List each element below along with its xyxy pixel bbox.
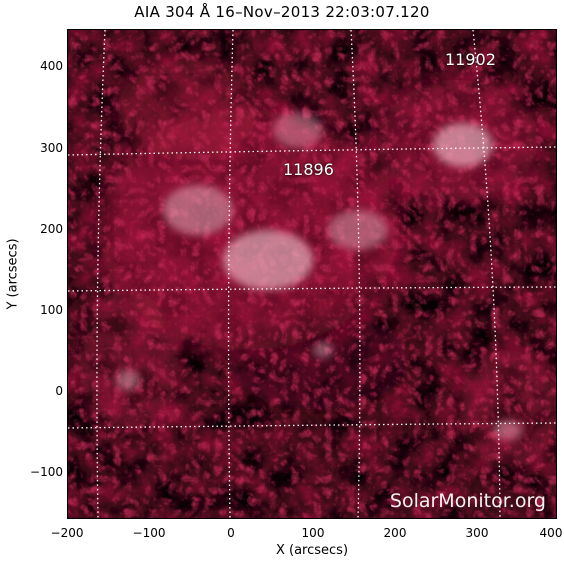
latitude-line xyxy=(68,422,556,429)
x-tick-label: 400 xyxy=(539,526,563,540)
x-tick-label: −100 xyxy=(132,526,166,540)
longitude-line xyxy=(350,30,361,518)
y-tick-label: 400 xyxy=(40,59,63,73)
solar-disk-image xyxy=(68,30,556,518)
x-tick-label: 0 xyxy=(227,526,235,540)
x-tick-label: −200 xyxy=(50,526,84,540)
y-tick-label: 0 xyxy=(55,384,63,398)
region-label: 11896 xyxy=(283,160,334,179)
x-tick-label: 200 xyxy=(383,526,407,540)
y-tick-label: 100 xyxy=(40,303,63,317)
solar-image xyxy=(67,29,557,519)
latitude-line xyxy=(68,146,556,156)
x-tick-label: 100 xyxy=(301,526,325,540)
bright-point xyxy=(313,342,333,358)
image-title: AIA 304 Å 16–Nov–2013 22:03:07.120 xyxy=(134,3,430,21)
bright-plage xyxy=(223,230,313,290)
y-tick-label: 200 xyxy=(40,222,63,236)
latitude-line xyxy=(68,286,556,292)
x-tick-label: 300 xyxy=(465,526,489,540)
bright-point xyxy=(494,420,522,440)
y-tick-label: 300 xyxy=(40,141,63,155)
bright-plage xyxy=(433,123,493,167)
longitude-line xyxy=(96,30,106,518)
y-axis-label: Y (arcsecs) xyxy=(5,238,21,310)
bright-point xyxy=(116,370,140,390)
longitude-line xyxy=(227,30,234,518)
y-tick-label: −100 xyxy=(30,465,63,479)
x-axis-label: X (arcsecs) xyxy=(275,543,349,558)
bright-plage xyxy=(163,185,233,235)
bright-plage xyxy=(273,112,323,148)
region-label: 11902 xyxy=(445,50,496,69)
watermark: SolarMonitor.org xyxy=(389,490,546,512)
bright-plage xyxy=(328,210,388,250)
